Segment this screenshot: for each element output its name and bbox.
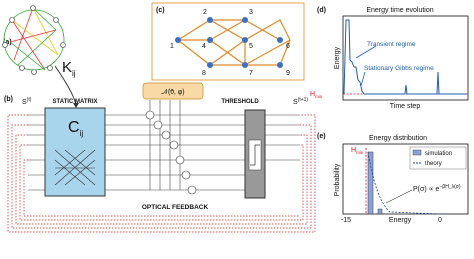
noise-box — [142, 82, 204, 100]
formula-exponent: −βH_λ(σ) — [439, 184, 460, 190]
legend-label: simulation — [425, 151, 452, 157]
threshold-title: THRESHOLD — [221, 99, 259, 105]
feedback-label: OPTICAL FEEDBACK — [142, 204, 209, 211]
output-state: S(t+1) — [293, 97, 308, 106]
input-state: S(t) — [22, 97, 32, 106]
kernel: Kij — [62, 59, 76, 78]
arrow-head — [73, 103, 79, 108]
matrix-letter: C — [68, 119, 80, 136]
node-label: 5 — [249, 43, 253, 50]
node-label: 7 — [249, 70, 253, 77]
legend-label: theory — [425, 161, 442, 167]
annotation-arrow — [360, 71, 366, 87]
panel-label: (b) — [4, 96, 13, 103]
legend-swatch — [412, 149, 422, 156]
matrix-subscript: ij — [80, 129, 84, 138]
plot-frame — [342, 143, 469, 215]
y-axis-label: Energy — [334, 46, 341, 69]
spins — [175, 17, 283, 68]
node-label: 9 — [286, 70, 290, 77]
input-superscript: (t) — [27, 97, 32, 103]
matrix-symbol: Cij — [68, 119, 83, 138]
adders — [145, 110, 197, 195]
bus-lines — [105, 100, 300, 191]
hmin-symbol: H — [310, 91, 315, 98]
panel-label: (a) — [3, 39, 12, 46]
y-axis-label: Probability — [334, 163, 341, 196]
output-symbol: S — [293, 99, 298, 106]
input-symbol: S — [22, 99, 27, 106]
panel-c: (c) 1 2 3 4 5 6 7 8 9 — [151, 2, 305, 81]
node-label: 8 — [202, 70, 206, 77]
matrix-weave — [54, 149, 96, 186]
kernel-symbol: K — [62, 59, 72, 76]
feedback-loops — [7, 114, 316, 233]
matrix-title: STATIC MATRIX — [53, 99, 98, 105]
hmin-label: Hmin — [351, 147, 364, 155]
output-superscript: (t+1) — [298, 97, 309, 103]
matrix-box — [44, 107, 106, 197]
panel-d: (d) Energy time evolution Energy Time st… — [310, 7, 469, 110]
panel-e: (e) Energy distribution Probability -15 … — [317, 133, 469, 224]
panel-a: (a) Kij — [2, 5, 79, 108]
graph-nodes — [2, 5, 66, 75]
panel-label: (d) — [317, 7, 326, 14]
chart-title: Energy time evolution — [366, 7, 433, 14]
x-axis-label: Time step — [390, 103, 421, 110]
kernel-subscript: ij — [72, 69, 76, 78]
panel-label: (c) — [156, 7, 165, 14]
x-tick-label: -15 — [341, 217, 351, 224]
node-label: 2 — [203, 9, 207, 16]
hmin-subscript: min — [315, 94, 323, 99]
theory-curve — [367, 151, 441, 215]
plot-frame — [342, 15, 469, 101]
formula-arrow — [385, 189, 413, 204]
node-label: 1 — [170, 43, 174, 50]
node-label: 3 — [249, 9, 253, 16]
annotation: Stationary Gibbs regime — [364, 65, 434, 72]
annotation: Transient regime — [367, 41, 416, 48]
node-labels: 1 2 3 4 5 6 7 8 9 — [170, 9, 290, 77]
hmin-label: Hmin — [310, 91, 323, 99]
node-label: 6 — [286, 43, 290, 50]
histogram-bar — [367, 151, 374, 215]
x-axis-label: Energy — [389, 217, 412, 224]
step-curve — [250, 144, 260, 166]
hmin-subscript: min — [356, 150, 364, 155]
panel-label: (e) — [317, 133, 326, 140]
hmin-symbol: H — [351, 147, 356, 154]
graph-edges — [3, 7, 65, 71]
panel-b: (b) S(t) S(t+1) STATIC MATRIX Cij 𝒩(0⃗, … — [4, 82, 316, 233]
input-lines — [28, 114, 45, 191]
formula-base: P(σ) ∝ e — [413, 186, 440, 193]
formula: P(σ) ∝ e−βH_λ(σ) — [413, 184, 461, 193]
chart-title: Energy distribution — [369, 135, 427, 142]
annotation-arrow — [355, 45, 377, 59]
x-tick-label: 0 — [438, 217, 442, 224]
energy-trace — [343, 19, 467, 95]
histogram-bar — [377, 208, 383, 215]
node-label: 4 — [202, 43, 206, 50]
noise-label: 𝒩(0⃗, φ) — [161, 89, 184, 96]
legend — [409, 146, 467, 170]
